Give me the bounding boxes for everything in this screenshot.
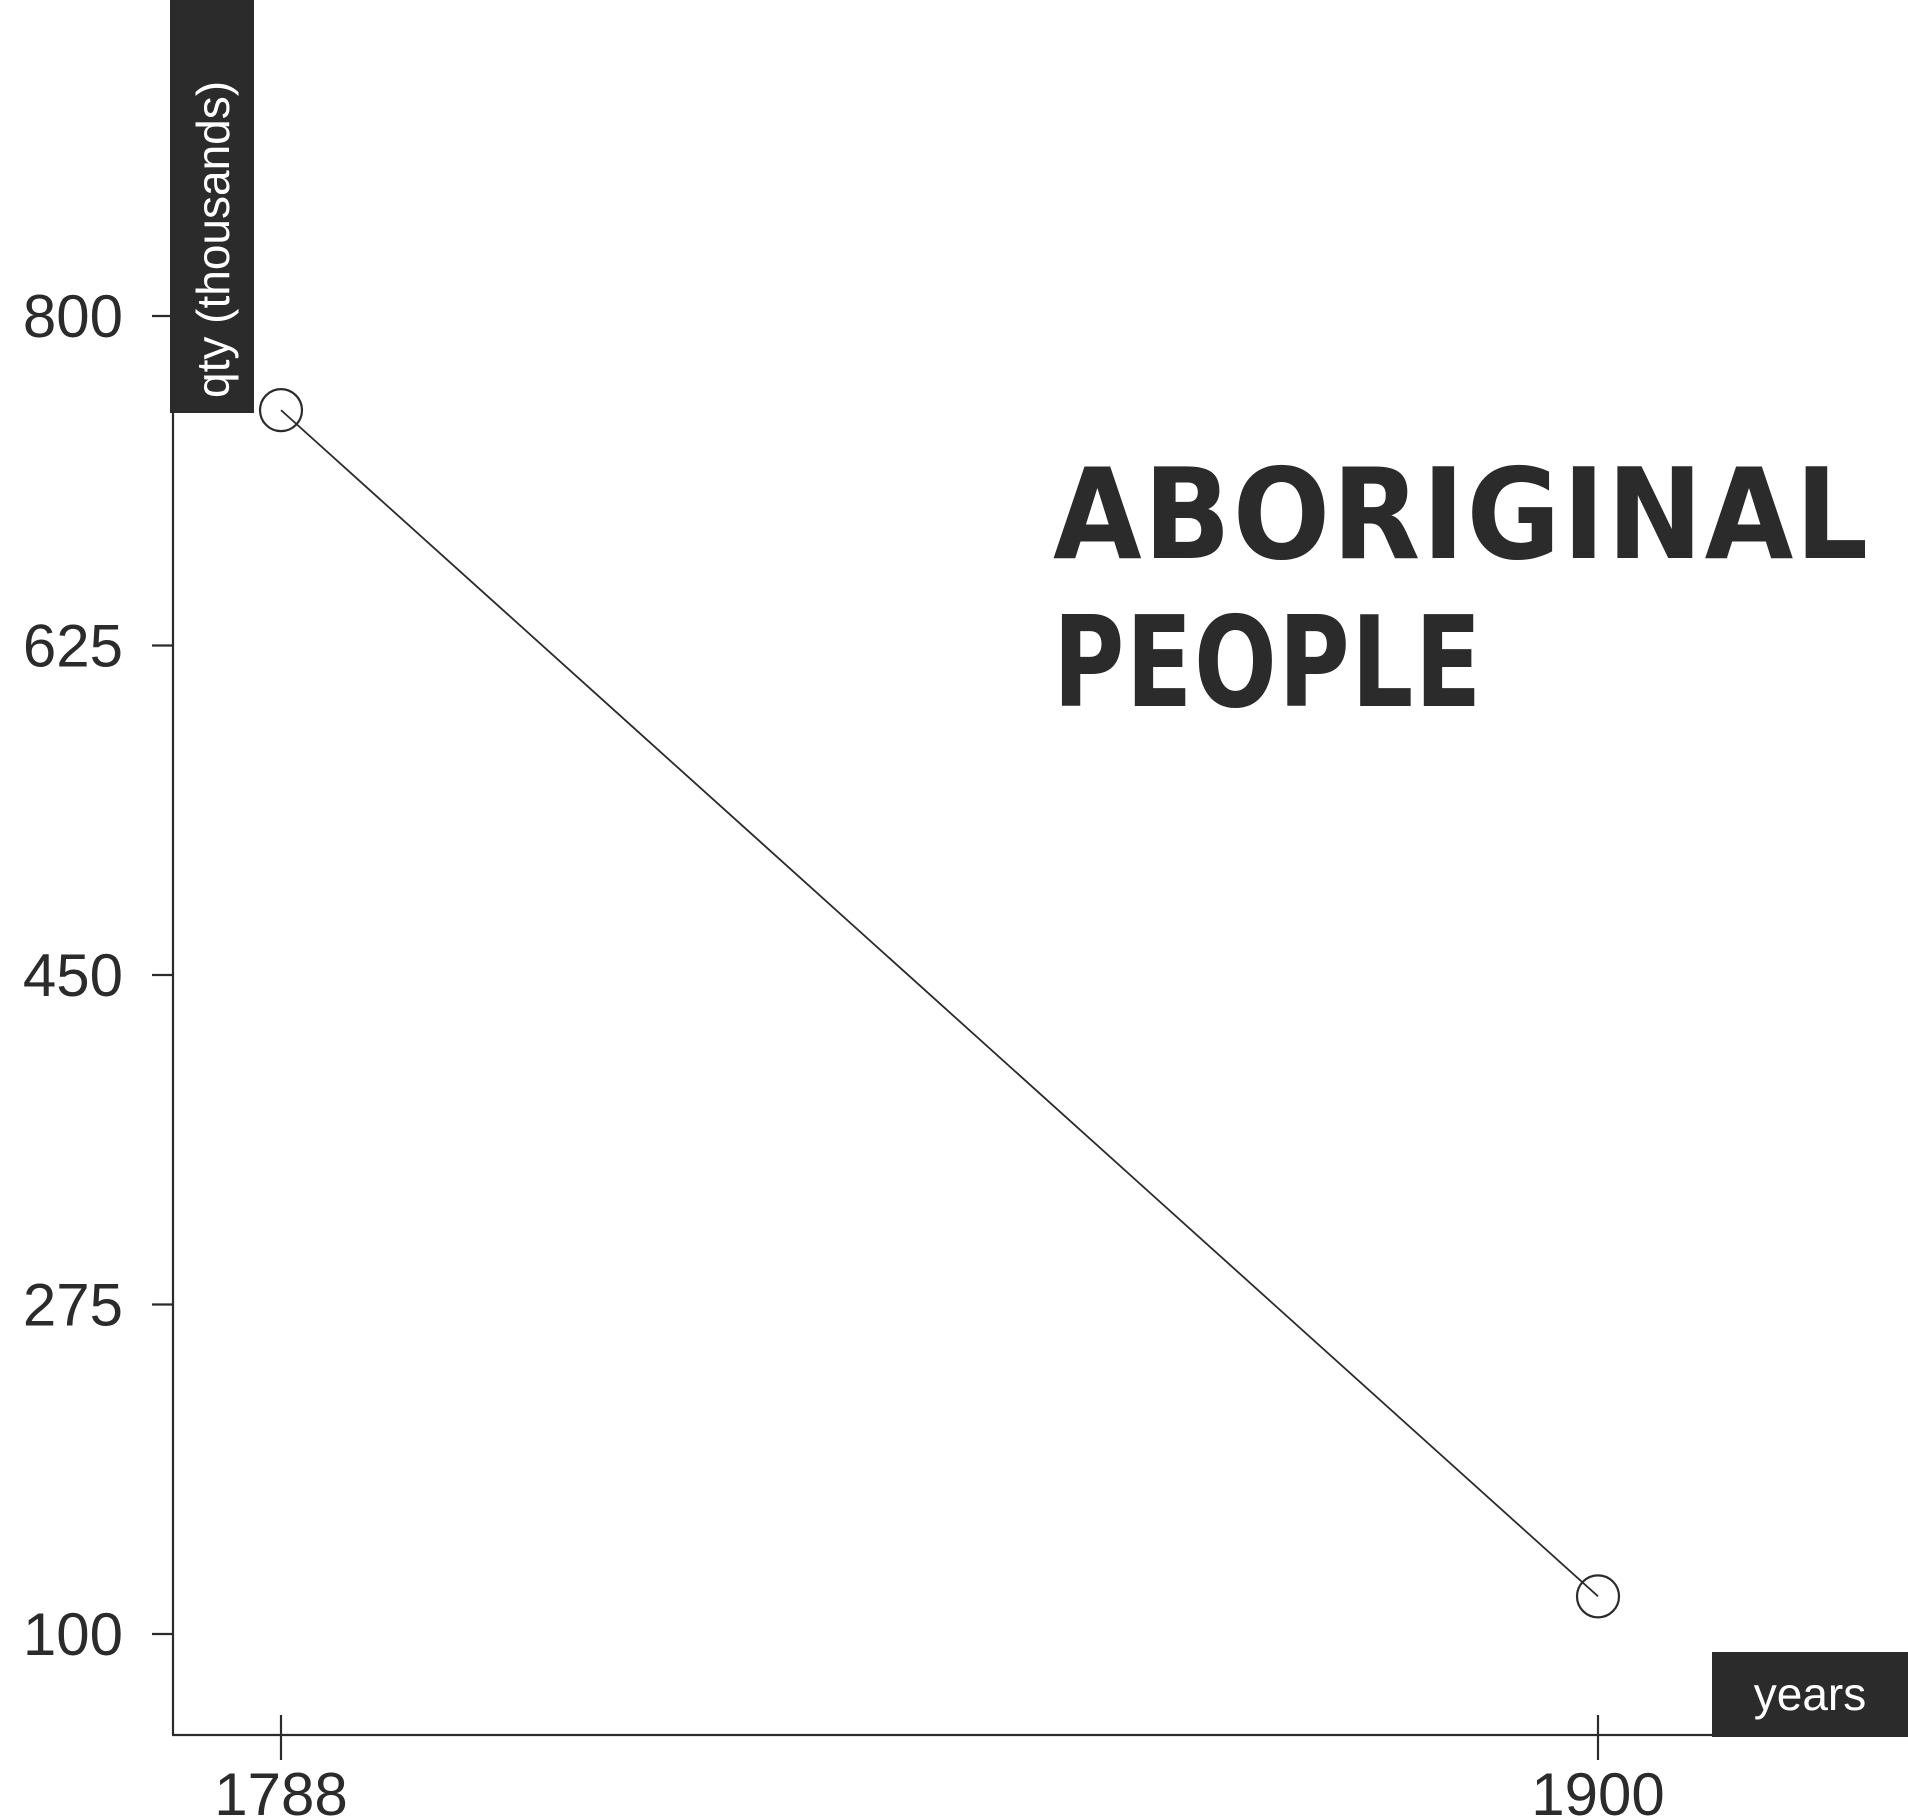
x-axis-label: years (1712, 1652, 1908, 1737)
chart-title: ABORIGINAL PEOPLE (1053, 441, 1870, 736)
x-tick-label: 1900 (1531, 1761, 1664, 1820)
y-axis-label: qty (thousands) (170, 0, 254, 413)
ticks-layer: 100 275 450 625 800 1788 1900 (23, 283, 1665, 1820)
y-tick-label: 450 (23, 942, 123, 1009)
data-point-marker (258, 388, 304, 433)
chart-title-line-2: PEOPLE (1053, 589, 1483, 736)
y-tick-label: 800 (23, 283, 123, 350)
x-axis-label-text: years (1754, 1668, 1866, 1720)
y-axis-label-text: qty (thousands) (187, 81, 239, 398)
x-tick-label: 1788 (214, 1761, 347, 1820)
y-tick-label: 625 (23, 613, 123, 680)
y-tick-label: 100 (23, 1601, 123, 1668)
y-tick-label: 275 (23, 1272, 123, 1339)
series-line (280, 409, 1599, 1598)
data-point-marker (1575, 1574, 1621, 1619)
series-layer (258, 388, 1621, 1619)
chart-title-line-1: ABORIGINAL (1053, 441, 1870, 588)
